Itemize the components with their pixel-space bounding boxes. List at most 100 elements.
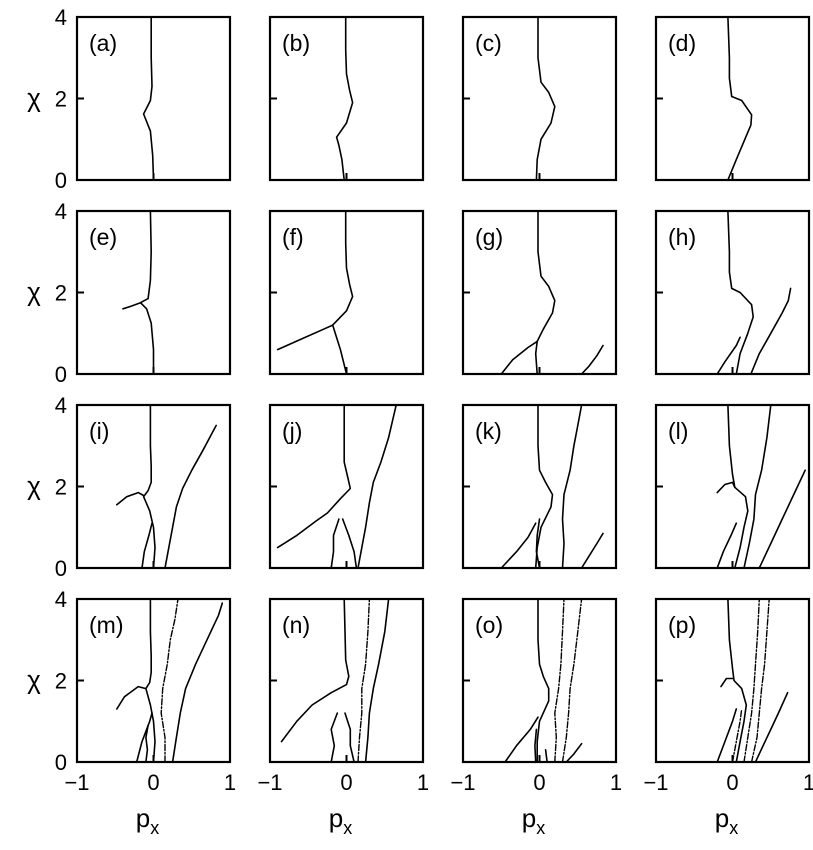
curves-group (500, 405, 604, 568)
series-curve (344, 712, 355, 762)
panel: (o) −1 0 1 px (450, 597, 622, 838)
curves-group (142, 17, 155, 180)
panel: (b) (268, 15, 425, 182)
x-axis-label-subscript: x (343, 818, 352, 838)
x-tick-label: 0 (340, 770, 352, 795)
y-tick-label: 0 (55, 750, 67, 775)
panel-label: (j) (282, 418, 302, 444)
panel: (c) (461, 15, 618, 182)
series-curve (754, 691, 789, 762)
series-curve (364, 599, 390, 762)
x-tick-label: 1 (224, 770, 236, 795)
x-axis-label: px (136, 803, 159, 838)
series-curve (164, 424, 217, 568)
series-curve (142, 17, 155, 180)
panel: (i) 0 2 4 χ (27, 393, 232, 581)
x-tick-label: 1 (803, 770, 813, 795)
x-axis-label: px (329, 803, 352, 838)
series-curve (580, 344, 604, 374)
y-tick-label: 2 (55, 87, 67, 112)
series-curve (720, 677, 734, 688)
panel: (d) (654, 15, 811, 182)
x-tick-label: −1 (643, 770, 668, 795)
curves-group (280, 599, 390, 762)
y-tick-label: 4 (55, 587, 67, 612)
x-tick-label: 0 (726, 770, 738, 795)
panel: (n) −1 0 1 px (257, 597, 429, 838)
x-tick-label: 0 (147, 770, 159, 795)
curves-group (116, 599, 224, 762)
y-tick-label: 4 (55, 393, 67, 418)
series-curve (580, 532, 604, 568)
panel-label: (g) (475, 224, 503, 250)
series-curve (535, 17, 556, 180)
series-curve (716, 522, 738, 568)
series-curve (280, 599, 350, 743)
panel: (g) (461, 209, 618, 376)
series-curve (534, 211, 556, 374)
series-curve (727, 599, 748, 762)
panel-label: (m) (89, 612, 123, 638)
series-curve (554, 599, 565, 762)
curves-group (716, 211, 792, 374)
series-curve (145, 599, 156, 762)
panel-label: (h) (668, 224, 696, 250)
series-curve (357, 405, 397, 568)
x-tick-label: −1 (64, 770, 89, 795)
series-curve (727, 405, 749, 568)
series-curve (357, 599, 371, 762)
series-curve (536, 599, 550, 762)
panel-label: (a) (89, 30, 117, 56)
panel-label: (f) (282, 224, 304, 250)
y-tick-label: 4 (55, 199, 67, 224)
series-curve (727, 17, 753, 180)
series-curve (716, 481, 736, 494)
panel-label: (l) (668, 418, 688, 444)
series-curve (139, 211, 155, 374)
series-curve (743, 405, 772, 568)
curves-group (276, 405, 397, 568)
curves-group (122, 211, 155, 374)
series-curve (716, 336, 741, 374)
series-curve (565, 742, 583, 762)
series-curve (500, 340, 538, 374)
series-curve (276, 211, 354, 351)
series-curve (535, 518, 541, 568)
x-tick-label: 1 (417, 770, 429, 795)
panel-label: (b) (282, 30, 310, 56)
panel-label: (k) (475, 418, 502, 444)
y-tick-label: 2 (55, 475, 67, 500)
series-curve (331, 324, 348, 374)
series-curve (716, 708, 738, 762)
curves-group (276, 211, 354, 374)
curves-group (727, 17, 753, 180)
series-curve (341, 518, 358, 568)
panel: (f) (268, 209, 425, 376)
y-axis-label: χ (27, 665, 41, 695)
x-tick-label: 1 (610, 770, 622, 795)
y-axis-label: χ (27, 471, 41, 501)
series-curve (122, 301, 142, 310)
series-curve (544, 749, 548, 762)
series-curve (504, 716, 539, 762)
x-tick-label: 0 (533, 770, 545, 795)
series-curve (750, 599, 770, 762)
series-curve (534, 728, 538, 762)
panel-label: (n) (282, 612, 310, 638)
series-curve (750, 287, 792, 374)
x-tick-label: −1 (257, 770, 282, 795)
curves-group (716, 405, 806, 568)
y-tick-label: 0 (55, 168, 67, 193)
y-axis-label: χ (27, 83, 41, 113)
x-axis-label-subscript: x (536, 818, 545, 838)
panel-label: (e) (89, 224, 117, 250)
series-curve (141, 522, 153, 568)
y-tick-label: 4 (55, 5, 67, 30)
panel-label: (o) (475, 612, 503, 638)
series-curve (160, 599, 179, 762)
series-curve (330, 518, 340, 568)
x-axis-label-subscript: x (729, 818, 738, 838)
panel-label: (c) (475, 30, 502, 56)
x-axis-label: px (715, 803, 738, 838)
